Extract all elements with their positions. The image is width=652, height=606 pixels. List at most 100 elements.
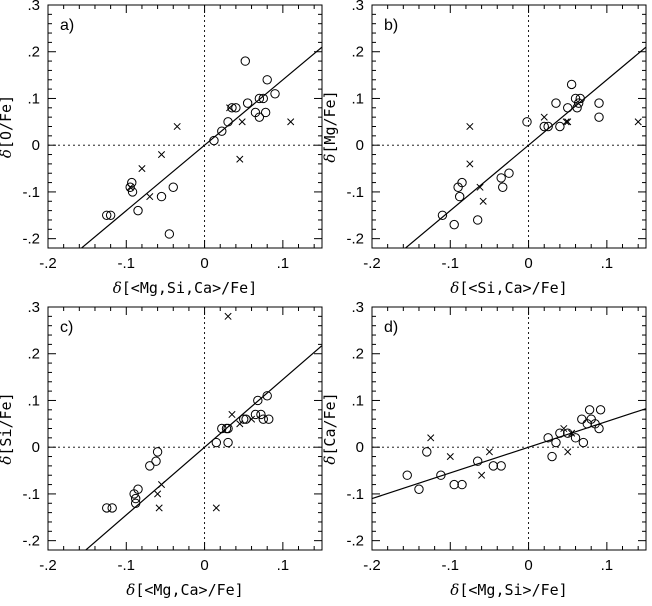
x-tick-label: .1 bbox=[601, 255, 614, 272]
data-point-circle bbox=[563, 103, 573, 113]
data-point-circle bbox=[414, 484, 424, 494]
data-point-circle bbox=[578, 437, 589, 448]
data-point-circle bbox=[254, 112, 265, 122]
x-tick-label: 0 bbox=[200, 557, 208, 574]
x-tick-label: -.1 bbox=[118, 557, 136, 574]
data-point-circle bbox=[262, 391, 272, 401]
x-tick-label: 0 bbox=[200, 255, 208, 272]
data-point-circle bbox=[133, 484, 143, 494]
data-point-circle bbox=[498, 182, 508, 192]
data-point-circle bbox=[584, 405, 595, 415]
data-point-cross bbox=[126, 183, 134, 191]
data-point-cross bbox=[154, 490, 162, 498]
data-point-cross bbox=[466, 122, 474, 131]
data-point-circle bbox=[555, 428, 565, 438]
x-tick-label: .1 bbox=[277, 557, 290, 574]
x-tick-label: 0 bbox=[524, 557, 532, 574]
data-point-cross bbox=[224, 312, 232, 320]
data-point-circle bbox=[496, 461, 506, 471]
data-point-cross bbox=[560, 424, 568, 433]
data-point-cross bbox=[568, 429, 576, 437]
x-axis-label: δ[<Si,Ca>/Fe] bbox=[450, 279, 567, 297]
y-tick-label: -.1 bbox=[22, 486, 40, 503]
data-point-circle bbox=[402, 470, 412, 480]
data-point-cross bbox=[562, 118, 570, 126]
panel-label: b) bbox=[384, 17, 398, 34]
y-tick-label: .1 bbox=[27, 392, 40, 409]
data-point-circle bbox=[457, 479, 467, 490]
data-point-circle bbox=[260, 107, 271, 118]
data-point-circle bbox=[253, 395, 263, 406]
data-point-cross bbox=[540, 113, 548, 121]
x-tick-label: -.1 bbox=[442, 557, 460, 574]
data-point-circle bbox=[209, 135, 219, 146]
plot-frame bbox=[371, 306, 647, 551]
data-point-circle bbox=[547, 451, 557, 462]
panel-label: a) bbox=[60, 17, 74, 34]
y-tick-label: .1 bbox=[351, 392, 364, 409]
data-point-cross bbox=[287, 118, 295, 126]
panel-4: -.2 -.1 0 .1 -.2 -.1 0 .1 .2 .3 d) δ[<Mg,Si>/Fe] δ[C… bbox=[321, 299, 647, 599]
data-point-circle bbox=[572, 103, 582, 113]
data-point-circle bbox=[270, 89, 280, 99]
y-tick-label: -.2 bbox=[346, 231, 364, 248]
y-tick-label: .2 bbox=[351, 44, 364, 61]
data-point-circle bbox=[133, 205, 143, 216]
data-point-cross bbox=[634, 118, 642, 126]
panel-label: d) bbox=[384, 319, 398, 336]
y-tick-label: .3 bbox=[27, 299, 40, 316]
data-point-circle bbox=[130, 498, 141, 508]
data-point-cross bbox=[236, 420, 244, 428]
data-point-circle bbox=[102, 210, 112, 220]
data-point-circle bbox=[258, 93, 268, 104]
data-point-circle bbox=[258, 414, 268, 424]
data-point-circle bbox=[522, 117, 532, 127]
data-point-cross bbox=[157, 481, 166, 489]
data-point-circle bbox=[223, 437, 233, 448]
data-point-circle bbox=[539, 121, 549, 132]
y-axis-label: δ[O/Fe] bbox=[0, 95, 15, 158]
x-tick-label: .1 bbox=[601, 557, 614, 574]
data-point-circle bbox=[211, 437, 222, 448]
y-tick-label: .1 bbox=[351, 90, 364, 107]
data-point-cross bbox=[236, 155, 244, 163]
y-tick-label: .3 bbox=[351, 299, 364, 316]
x-tick-label: -.2 bbox=[39, 255, 57, 272]
y-tick-label: .1 bbox=[27, 90, 40, 107]
data-point-cross bbox=[138, 165, 146, 173]
data-point-circle bbox=[595, 405, 606, 415]
x-axis-label: δ[<Mg,Ca>/Fe] bbox=[126, 581, 243, 599]
data-point-cross bbox=[157, 150, 166, 159]
data-point-circle bbox=[130, 493, 141, 504]
data-point-cross bbox=[476, 183, 484, 191]
x-tick-label: -.1 bbox=[118, 255, 136, 272]
data-point-cross bbox=[155, 504, 163, 512]
data-point-cross bbox=[247, 415, 256, 423]
data-point-circle bbox=[152, 447, 163, 457]
fit-line bbox=[372, 408, 646, 500]
data-point-circle bbox=[223, 117, 233, 127]
x-tick-label: -.1 bbox=[442, 255, 460, 272]
data-point-circle bbox=[217, 126, 227, 136]
data-point-circle bbox=[264, 414, 274, 424]
data-point-circle bbox=[436, 470, 446, 480]
data-point-cross bbox=[564, 448, 572, 456]
data-point-circle bbox=[168, 182, 178, 192]
y-tick-label: .2 bbox=[351, 346, 364, 363]
y-tick-label: 0 bbox=[356, 439, 364, 456]
plot-area bbox=[404, 46, 646, 248]
x-tick-label: .1 bbox=[277, 255, 290, 272]
data-point-circle bbox=[217, 423, 227, 434]
data-point-circle bbox=[594, 423, 604, 434]
data-point-circle bbox=[551, 437, 561, 448]
data-point-cross bbox=[466, 160, 474, 168]
data-point-circle bbox=[127, 177, 137, 188]
plot-frame bbox=[47, 4, 323, 249]
data-point-circle bbox=[437, 210, 448, 220]
data-point-circle bbox=[449, 219, 459, 230]
data-point-circle bbox=[164, 229, 175, 239]
data-point-circle bbox=[504, 168, 514, 178]
data-point-circle bbox=[102, 503, 112, 513]
data-point-circle bbox=[566, 79, 577, 90]
